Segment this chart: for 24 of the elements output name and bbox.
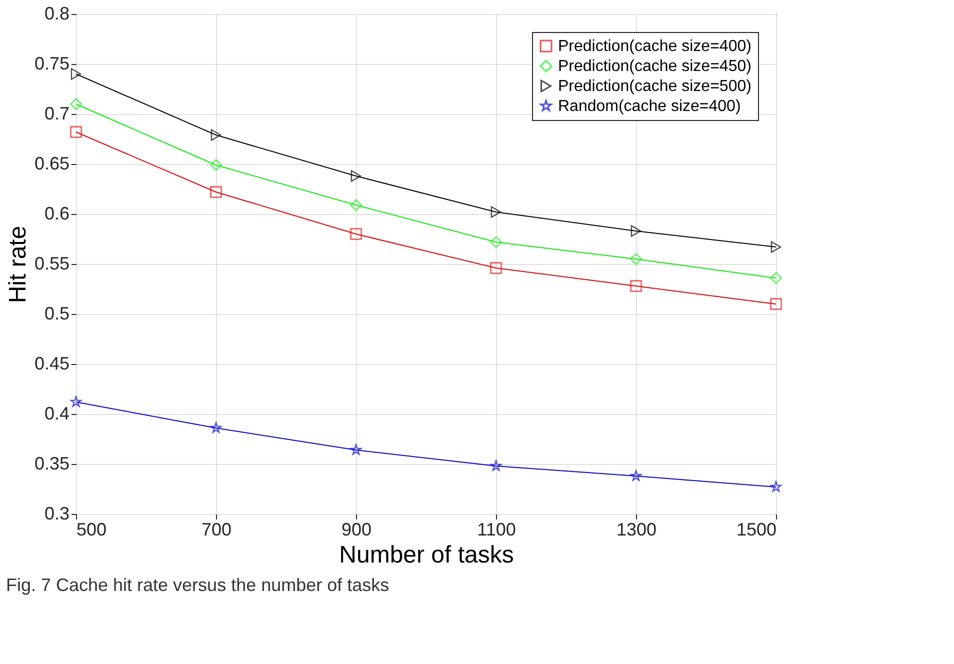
y-tick-label: 0.75 xyxy=(34,54,70,74)
legend-label: Prediction(cache size=400) xyxy=(558,38,752,55)
x-tick-label: 500 xyxy=(76,520,107,540)
y-tick-label: 0.55 xyxy=(34,254,70,274)
x-tick-label: 1500 xyxy=(736,520,776,540)
x-tick-label: 900 xyxy=(341,520,372,540)
x-tick-label: 1100 xyxy=(477,520,516,540)
y-tick-label: 0.3 xyxy=(44,504,70,524)
caption: Fig. 7 Cache hit rate versus the number of tasks xyxy=(6,575,390,595)
y-axis-title: Hit rate xyxy=(4,226,32,304)
y-tick-label: 0.45 xyxy=(34,354,70,374)
legend-label: Random(cache size=400) xyxy=(558,98,741,115)
y-tick-label: 0.35 xyxy=(34,454,70,474)
x-tick-label: 1300 xyxy=(616,520,657,540)
legend-label: Prediction(cache size=500) xyxy=(558,78,752,95)
y-tick-label: 0.6 xyxy=(44,204,70,224)
y-tick-label: 0.4 xyxy=(44,404,70,424)
y-tick-label: 0.7 xyxy=(44,104,70,124)
legend-label: Prediction(cache size=450) xyxy=(558,58,752,75)
y-tick-label: 0.5 xyxy=(44,304,70,324)
y-tick-label: 0.65 xyxy=(34,154,70,174)
y-tick-label: 0.8 xyxy=(44,4,70,24)
x-tick-label: 700 xyxy=(201,520,232,540)
x-axis-title: Number of tasks xyxy=(339,542,514,568)
